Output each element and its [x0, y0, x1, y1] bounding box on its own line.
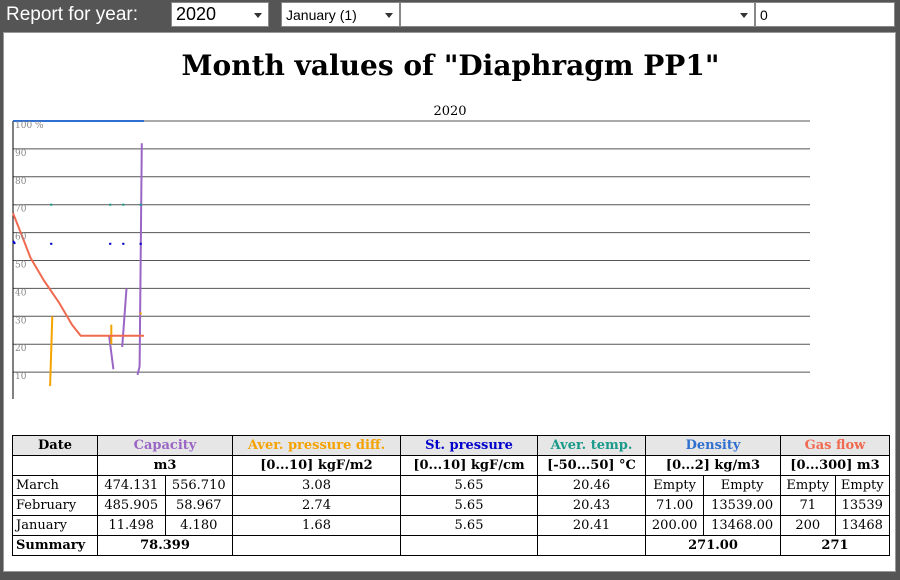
col-capacity: Capacity: [97, 435, 233, 456]
chevron-down-icon: [385, 13, 393, 18]
page-title: Month values of "Diaphragm PP1": [181, 49, 720, 82]
cell-density-end: Empty: [703, 475, 781, 496]
cell-pressure-diff: 2.74: [232, 495, 401, 516]
summary-row: Summary 78.399 271.00 271: [12, 535, 890, 556]
unit-density: [0...2] kg/m3: [645, 455, 781, 476]
cell-gas-flow-end: 13539: [834, 495, 890, 516]
cell-date: February: [12, 495, 98, 516]
cell-capacity-start: 474.131: [97, 475, 166, 496]
offset-input-value: 0: [760, 7, 768, 23]
table-units-row: m3 [0...10] kgF/m2 [0...10] kgF/cm [-50.…: [12, 455, 890, 476]
offset-input[interactable]: 0: [755, 2, 895, 27]
year-select-value: 2020: [176, 4, 217, 24]
cell-pressure-diff: 3.08: [232, 475, 401, 496]
y-tick-label: 40: [15, 288, 27, 298]
cell-gas-flow-start: 200: [780, 515, 836, 536]
unit-gas-flow: [0...300] m3: [780, 455, 890, 476]
table-row: January 11.498 4.180 1.68 5.65 20.41 200…: [12, 515, 890, 536]
summary-gas-flow: 271: [780, 535, 890, 556]
cell-capacity-end: 58.967: [164, 495, 233, 516]
summary-label: Summary: [12, 535, 98, 556]
series-capacity-line: [108, 335, 115, 370]
series-capacity-line: [121, 288, 128, 348]
unit-temp: [-50...50] °C: [537, 455, 646, 476]
y-tick-label: 90: [15, 149, 27, 159]
series-st-pressure-line: [12, 240, 16, 245]
y-tick-label: 20: [15, 344, 27, 354]
col-temp: Aver. temp.: [537, 435, 646, 456]
cell-st-pressure: 5.65: [400, 475, 538, 496]
cell-gas-flow-start: Empty: [780, 475, 836, 496]
col-density: Density: [645, 435, 781, 456]
unit-capacity: m3: [97, 455, 233, 476]
cell-pressure-diff: 1.68: [232, 515, 401, 536]
col-gas-flow: Gas flow: [780, 435, 890, 456]
y-tick-label: 30: [15, 316, 27, 326]
units-date: [12, 455, 98, 476]
summary-density: 271.00: [645, 535, 781, 556]
toolbar: Report for year: 2020 January (1) 0: [0, 0, 900, 30]
y-tick-label: 10: [15, 372, 27, 382]
y-tick-label: 70: [15, 205, 27, 215]
cell-capacity-start: 11.498: [97, 515, 166, 536]
cell-density-end: 13539.00: [703, 495, 781, 516]
cell-density-start: Empty: [644, 475, 705, 496]
year-label: Report for year:: [6, 4, 138, 25]
cell-st-pressure: 5.65: [400, 515, 538, 536]
cell-capacity-end: 4.180: [164, 515, 233, 536]
table-header-row: Date Capacity Aver. pressure diff. St. p…: [12, 435, 890, 456]
cell-capacity-end: 556.710: [164, 475, 233, 496]
chart-title: 2020: [433, 104, 466, 119]
chevron-down-icon: [740, 13, 748, 18]
y-tick-label: 50: [15, 261, 27, 271]
summary-temp: [537, 535, 646, 556]
col-pressure-diff: Aver. pressure diff.: [232, 435, 401, 456]
y-tick-label: 80: [15, 177, 27, 187]
table-row: February 485.905 58.967 2.74 5.65 20.43 …: [12, 495, 890, 516]
summary-pressure-diff: [232, 535, 401, 556]
cell-capacity-start: 485.905: [97, 495, 166, 516]
cell-gas-flow-start: 71: [780, 495, 836, 516]
cell-temp: 20.41: [537, 515, 646, 536]
cell-temp: 20.46: [537, 475, 646, 496]
report-panel: Month values of "Diaphragm PP1" 2020 010…: [3, 32, 896, 572]
month-select[interactable]: January (1): [281, 2, 400, 27]
col-st-pressure: St. pressure: [400, 435, 538, 456]
device-select[interactable]: [400, 2, 755, 27]
table-row: March 474.131 556.710 3.08 5.65 20.46 Em…: [12, 475, 890, 496]
cell-temp: 20.43: [537, 495, 646, 516]
summary-st-pressure: [400, 535, 538, 556]
chevron-down-icon: [254, 13, 262, 18]
col-date: Date: [12, 435, 98, 456]
cell-date: January: [12, 515, 98, 536]
series-aver-pressure-diff-line: [49, 316, 54, 387]
report-table: Date Capacity Aver. pressure diff. St. p…: [12, 435, 890, 556]
cell-date: March: [12, 475, 98, 496]
cell-density-start: 200.00: [644, 515, 705, 536]
y-tick-label: 100 %: [15, 121, 44, 131]
cell-density-start: 71.00: [644, 495, 705, 516]
cell-gas-flow-end: Empty: [834, 475, 890, 496]
y-tick-label: 60: [15, 233, 27, 243]
cell-gas-flow-end: 13468: [834, 515, 890, 536]
series-capacity-line: [136, 143, 143, 376]
series-gas-flow-line: [12, 212, 144, 337]
cell-density-end: 13468.00: [703, 515, 781, 536]
year-select[interactable]: 2020: [171, 2, 269, 27]
unit-st-pressure: [0...10] kgF/cm: [400, 455, 538, 476]
summary-capacity: 78.399: [97, 535, 233, 556]
unit-pressure-diff: [0...10] kgF/m2: [232, 455, 401, 476]
month-select-value: January (1): [286, 7, 357, 23]
cell-st-pressure: 5.65: [400, 495, 538, 516]
